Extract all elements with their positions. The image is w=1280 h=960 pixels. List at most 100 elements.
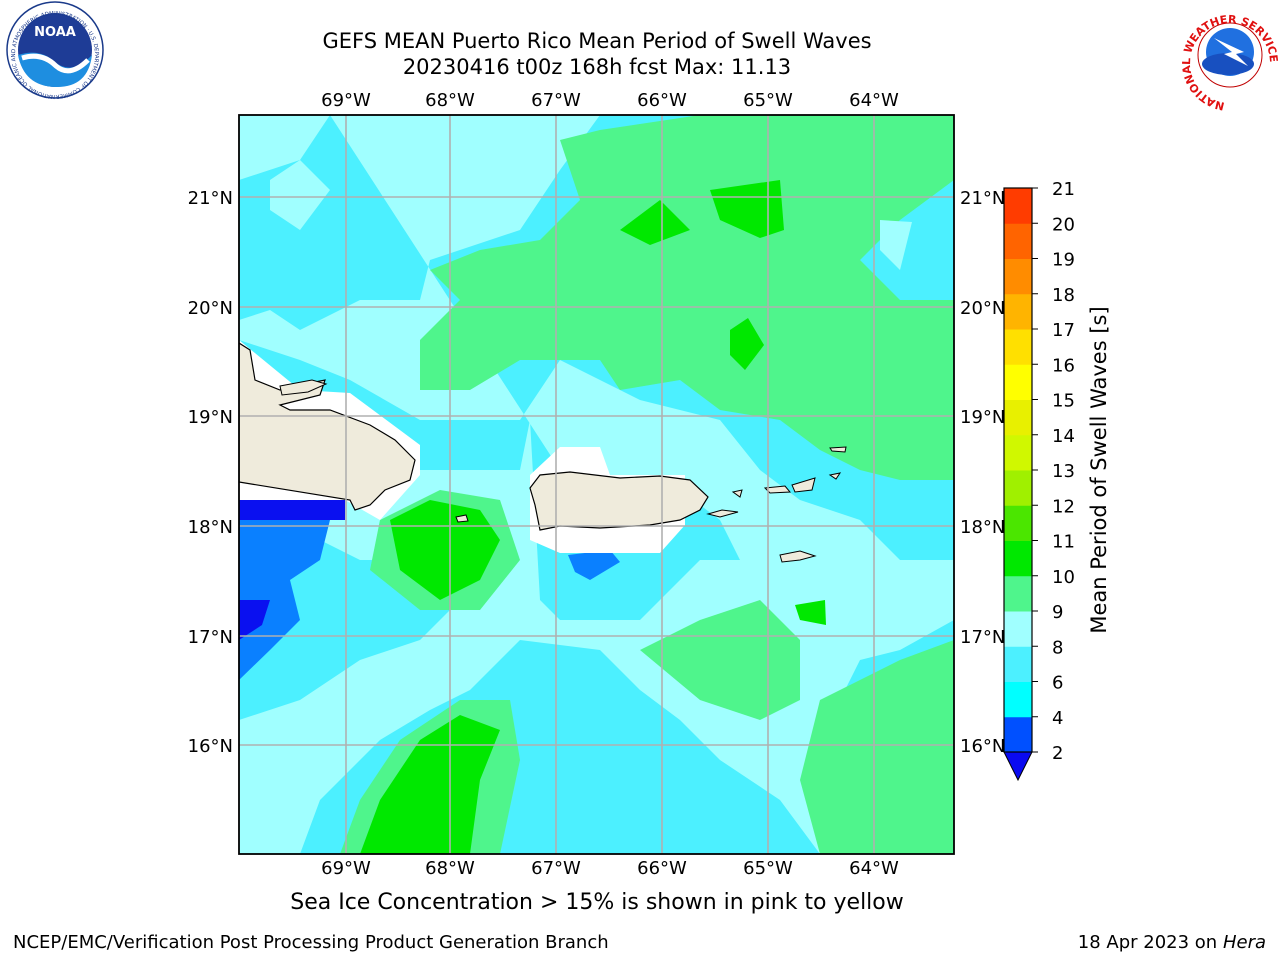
colorbar-under-arrow (1003, 751, 1033, 782)
lat-label-right: 19°N (960, 407, 1005, 428)
colorbar-segment (1004, 540, 1032, 577)
land-puerto-rico (529, 471, 709, 531)
colorbar-tick-label: 10 (1052, 567, 1075, 588)
lat-labels-right: 21°N 20°N 19°N 18°N 17°N 16°N (960, 188, 1005, 757)
lon-label-bottom: 66°W (637, 858, 687, 879)
land-mona-island (455, 514, 469, 523)
field-period-8-9-nw (239, 115, 330, 180)
land-tortuga (279, 379, 328, 396)
field-period-10-11-n3 (730, 318, 764, 370)
colorbar-tick-label: 11 (1052, 532, 1075, 553)
colorbar-segment (1004, 223, 1032, 259)
field-period-8-9-nw2 (270, 160, 330, 230)
lat-label-left: 18°N (188, 517, 233, 538)
colorbar-label: Mean Period of Swell Waves [s] (1087, 306, 1111, 633)
lat-label-right: 20°N (960, 298, 1005, 319)
colorbar-segment (1004, 575, 1032, 612)
colorbar-segment (1004, 258, 1032, 295)
field-period-10-11-mona (390, 500, 500, 600)
colorbar-tick-label: 4 (1052, 708, 1063, 729)
footer-date-text: 18 Apr 2023 on (1077, 932, 1223, 953)
field-period-10-11-n2 (620, 200, 690, 245)
colorbar-tick-label: 14 (1052, 426, 1075, 447)
colorbar-tick-label: 15 (1052, 391, 1075, 412)
lon-labels-bottom: 69°W 68°W 67°W 66°W 65°W 64°W (321, 858, 899, 879)
field-period-10-11-sw (360, 715, 500, 854)
nws-logo: NATIONAL WEATHER SERVICE (1180, 8, 1280, 113)
colorbar-segment (1004, 681, 1032, 718)
gridlines (239, 115, 954, 854)
colorbar-tick-label: 20 (1052, 214, 1075, 235)
lat-label-right: 18°N (960, 517, 1005, 538)
field-period-9-10-ne (420, 115, 954, 480)
colorbar-segment (1004, 364, 1032, 400)
lon-label-top: 66°W (637, 90, 687, 111)
colorbar-segment (1004, 188, 1032, 224)
colorbar-tick-label: 16 (1052, 355, 1075, 376)
lat-label-right: 17°N (960, 627, 1005, 648)
chart-title-line2: 20230416 t00z 168h fcst Max: 11.13 (402, 55, 792, 79)
lon-labels-top: 69°W 68°W 67°W 66°W 65°W 64°W (321, 90, 899, 111)
colorbar-tick-label: 2 (1052, 743, 1063, 764)
colorbar-segment (1004, 505, 1032, 541)
land-sombrero (828, 472, 842, 480)
land-culebra (731, 489, 743, 498)
lat-label-left: 16°N (188, 736, 233, 757)
colorbar-tick-label: 8 (1052, 637, 1063, 658)
lat-label-left: 19°N (188, 407, 233, 428)
lon-label-bottom: 64°W (849, 858, 899, 879)
colorbar-segment (1004, 293, 1032, 330)
field-period-2-4-west2 (239, 600, 270, 640)
noaa-logo: NOAA NATIONAL OCEANIC AND ATMOSPHERIC AD… (0, 0, 104, 99)
field-period-10-11-n1 (710, 180, 784, 238)
lon-label-bottom: 69°W (321, 858, 371, 879)
chart-title-line1: GEFS MEAN Puerto Rico Mean Period of Swe… (322, 29, 872, 53)
colorbar-segment (1004, 329, 1032, 365)
lon-label-top: 68°W (425, 90, 475, 111)
colorbar-segment (1004, 611, 1032, 647)
land-tortola (791, 477, 816, 493)
field-period-4-6-pr (568, 550, 620, 580)
colorbar-tick-label: 6 (1052, 673, 1063, 694)
footer-credit: NCEP/EMC/Verification Post Processing Pr… (13, 932, 609, 953)
map-border (238, 114, 955, 855)
colorbar-segment (1004, 399, 1032, 436)
land-st-croix (779, 550, 817, 563)
colorbar-tick-label: 18 (1052, 285, 1075, 306)
lon-label-top: 64°W (849, 90, 899, 111)
lon-label-bottom: 68°W (425, 858, 475, 879)
lat-label-right: 16°N (960, 736, 1005, 757)
field-period-2-4-west (239, 500, 345, 520)
footer-date: 18 Apr 2023 on Hera (1078, 932, 1266, 953)
field-period-9-10-se (800, 640, 954, 854)
colorbar-tick-label: 9 (1052, 602, 1063, 623)
footer-host: Hera (1222, 932, 1266, 953)
colorbar-tick-label: 21 (1052, 179, 1075, 200)
colorbar-segment (1004, 470, 1032, 506)
field-period-8-9-ne-patch (880, 220, 912, 270)
colorbar-tick-label: 17 (1052, 320, 1075, 341)
lon-label-bottom: 65°W (743, 858, 793, 879)
map-area: 69°W 68°W 67°W 66°W 65°W 64°W 69°W 68°W 67°W 66°… (188, 90, 1006, 879)
lat-label-left: 21°N (188, 188, 233, 209)
colorbar-tick-label: 19 (1052, 250, 1075, 271)
lat-label-right: 21°N (960, 188, 1005, 209)
sea-ice-note: Sea Ice Concentration > 15% is shown in … (290, 890, 904, 915)
colorbar-tick-label: 12 (1052, 496, 1075, 517)
lat-label-left: 17°N (188, 627, 233, 648)
colorbar-segment (1004, 434, 1032, 471)
colorbar-tick-label: 13 (1052, 461, 1075, 482)
field-period-10-11-e (795, 600, 826, 625)
colorbar-segment (1004, 716, 1032, 753)
lon-label-top: 69°W (321, 90, 371, 111)
lon-label-top: 67°W (531, 90, 581, 111)
colorbar-segment (1004, 646, 1032, 682)
land-vieques (706, 509, 739, 518)
noaa-logo-text: NOAA (34, 25, 76, 40)
lon-label-bottom: 67°W (531, 858, 581, 879)
lat-labels-left: 21°N 20°N 19°N 18°N 17°N 16°N (188, 188, 233, 757)
lat-label-left: 20°N (188, 298, 233, 319)
colorbar: 2 4 6 8 9 10 11 12 13 14 15 16 17 18 19 20 21 Mean Perio… (1003, 179, 1111, 782)
land-anegada (829, 446, 847, 453)
